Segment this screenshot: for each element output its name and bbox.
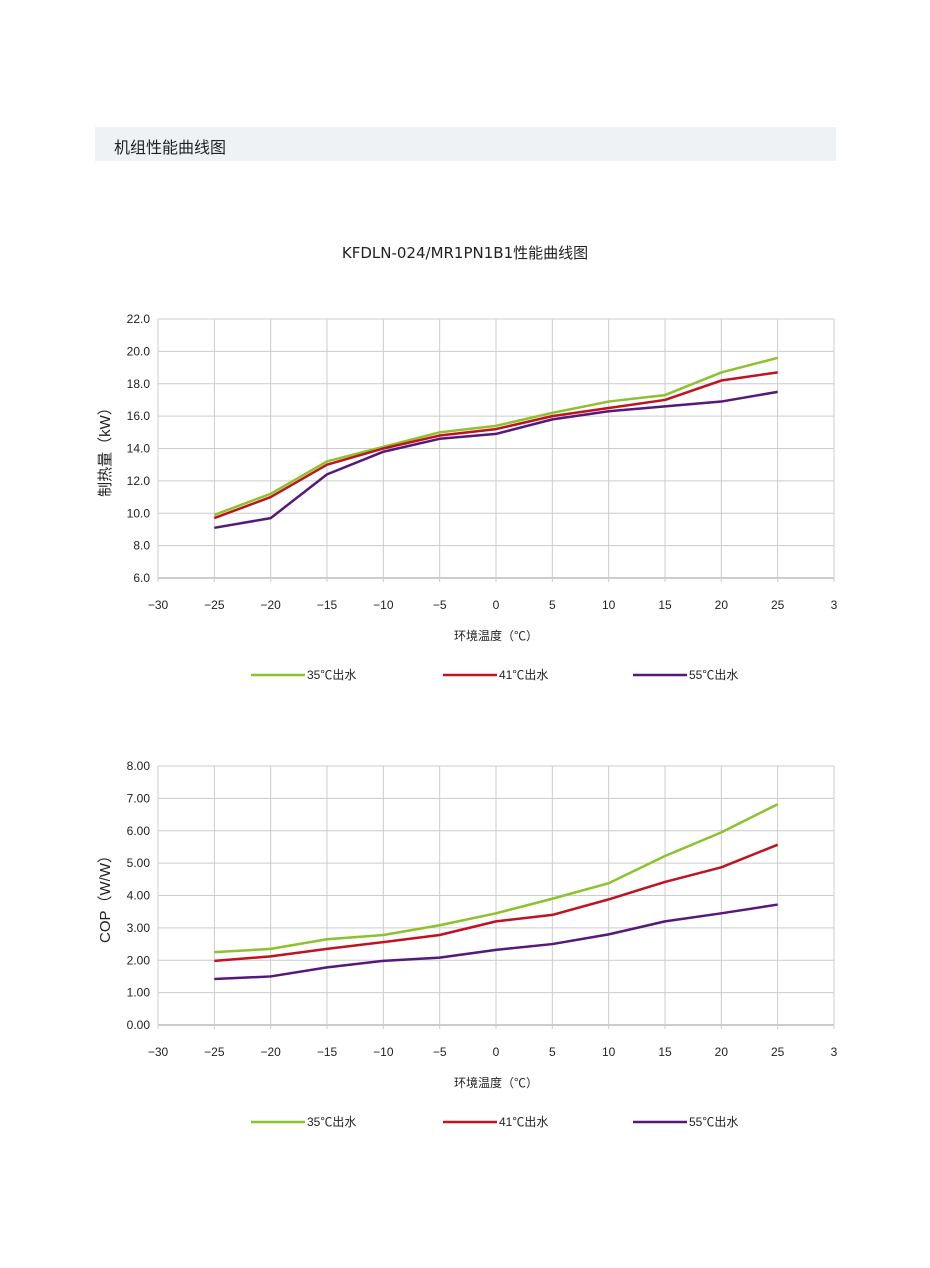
y-tick-label: 5.00 (127, 856, 151, 870)
chart-2: 0.00 1.00 2.00 3.00 4.00 5.00 6.00 7.00 8.00 −30 −… (97, 759, 838, 1129)
y-tick-label: 1.00 (127, 986, 151, 1000)
x-tick-label: −20 (260, 1045, 281, 1059)
y-tick-label: 3.00 (127, 921, 151, 935)
x-axis-label: 环境温度（℃） (454, 628, 538, 643)
x-tick-label: −15 (317, 1045, 338, 1059)
y-tick-label: 12.0 (127, 474, 151, 488)
x-tick-label: 0 (493, 1045, 500, 1059)
x-tick-label: 3 (831, 598, 838, 612)
x-tick-label: 15 (658, 1045, 672, 1059)
x-tick-label: −10 (373, 1045, 394, 1059)
y-tick-label: 8.00 (127, 759, 151, 773)
x-tick-label: 5 (549, 598, 556, 612)
legend-label: 41℃出水 (499, 668, 548, 682)
y-tick-label: 0.00 (127, 1018, 151, 1032)
x-tick-label: 15 (658, 598, 672, 612)
x-tick-label: −10 (373, 598, 394, 612)
x-tick-label: −25 (204, 598, 225, 612)
x-tick-label: 25 (771, 1045, 785, 1059)
x-tick-label: −25 (204, 1045, 225, 1059)
x-tick-label: −5 (433, 1045, 447, 1059)
legend-label: 35℃出水 (307, 668, 356, 682)
y-tick-label: 2.00 (127, 953, 151, 967)
x-tick-label: −15 (317, 598, 338, 612)
y-tick-label: 18.0 (127, 377, 151, 391)
y-axis-label: 制热量（kW） (97, 400, 114, 497)
page-title: KFDLN-024/MR1PN1B1性能曲线图 (341, 244, 589, 262)
x-tick-label: 10 (602, 598, 616, 612)
x-tick-label: 5 (549, 1045, 556, 1059)
chart-1: 6.0 8.0 10.0 12.0 14.0 16.0 18.0 20.0 22.0 −30 −25… (97, 312, 838, 682)
x-tick-label: −5 (433, 598, 447, 612)
y-tick-label: 10.0 (127, 506, 151, 520)
section-header: 机组性能曲线图 (95, 127, 836, 161)
x-tick-label: 3 (831, 1045, 838, 1059)
legend-label: 35℃出水 (307, 1115, 356, 1129)
y-tick-label: 6.00 (127, 824, 151, 838)
x-tick-label: 20 (715, 1045, 729, 1059)
y-axis-label: COP（W/W） (97, 848, 114, 943)
legend-label: 55℃出水 (689, 668, 738, 682)
x-tick-label: 0 (493, 598, 500, 612)
x-tick-label: −20 (260, 598, 281, 612)
y-tick-label: 14.0 (127, 442, 151, 456)
y-tick-label: 8.0 (133, 539, 150, 553)
section-title: 机组性能曲线图 (114, 138, 227, 157)
y-tick-label: 22.0 (127, 312, 151, 326)
x-tick-label: 10 (602, 1045, 616, 1059)
y-tick-label: 4.00 (127, 889, 151, 903)
x-tick-label: −30 (148, 598, 169, 612)
legend-label: 41℃出水 (499, 1115, 548, 1129)
y-tick-label: 16.0 (127, 409, 151, 423)
legend-label: 55℃出水 (689, 1115, 738, 1129)
x-axis-label: 环境温度（℃） (454, 1075, 538, 1090)
y-tick-label: 7.00 (127, 791, 151, 805)
y-tick-label: 20.0 (127, 344, 151, 358)
x-tick-label: −30 (148, 1045, 169, 1059)
x-tick-label: 25 (771, 598, 785, 612)
x-tick-label: 20 (715, 598, 729, 612)
y-tick-label: 6.0 (133, 571, 150, 585)
